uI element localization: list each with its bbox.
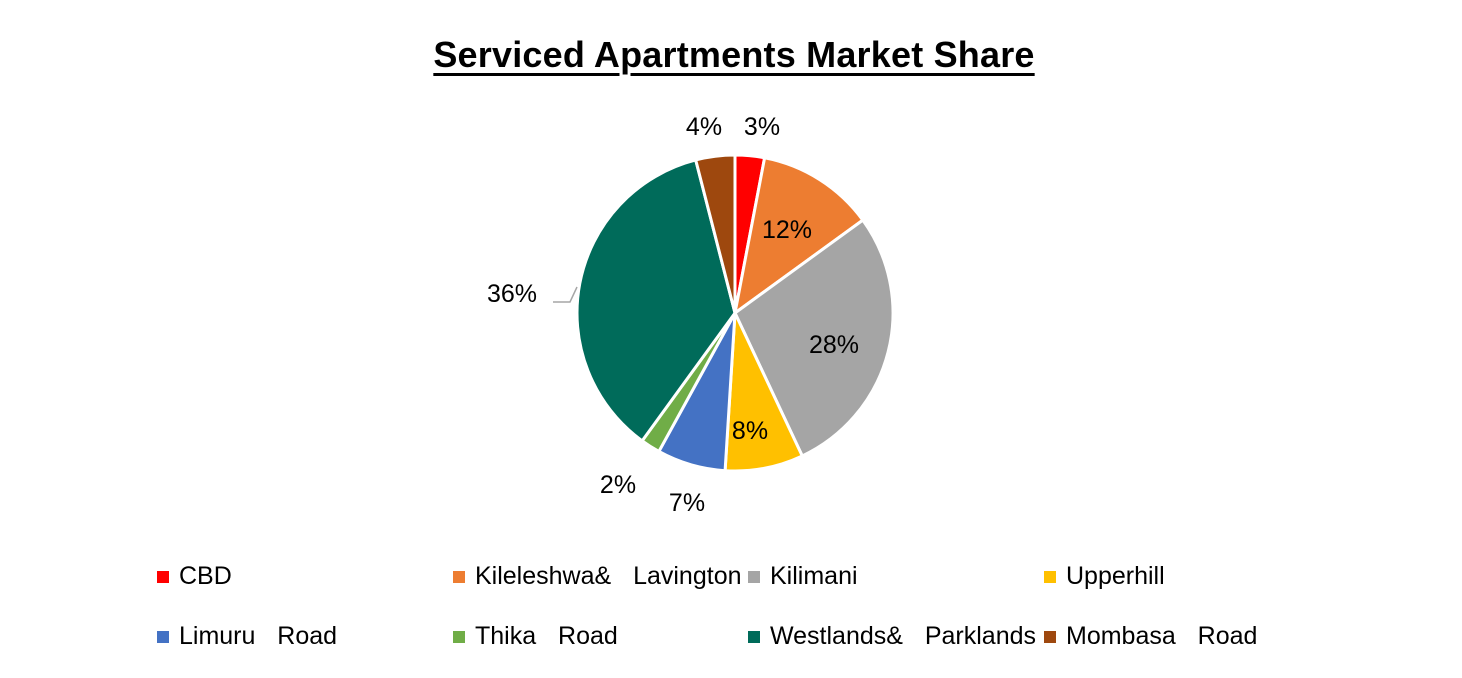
pie-slice-mombasa-road <box>694 153 737 315</box>
data-label: 12% <box>762 216 812 244</box>
leader-line <box>553 286 578 303</box>
data-label: 2% <box>600 471 636 499</box>
chart-title: Serviced Apartments Market Share <box>433 34 1035 75</box>
data-label: 3% <box>744 113 780 141</box>
pie-slice-westlands-parklands <box>575 158 737 443</box>
data-label: 7% <box>669 489 705 517</box>
pie-slice-kilimani <box>733 218 895 458</box>
data-label: 4% <box>686 113 722 141</box>
data-label: 28% <box>809 331 859 359</box>
pie-slice-kileleshwa-lavington <box>733 156 865 315</box>
data-label: 36% <box>487 280 537 308</box>
data-label: 8% <box>732 417 768 445</box>
